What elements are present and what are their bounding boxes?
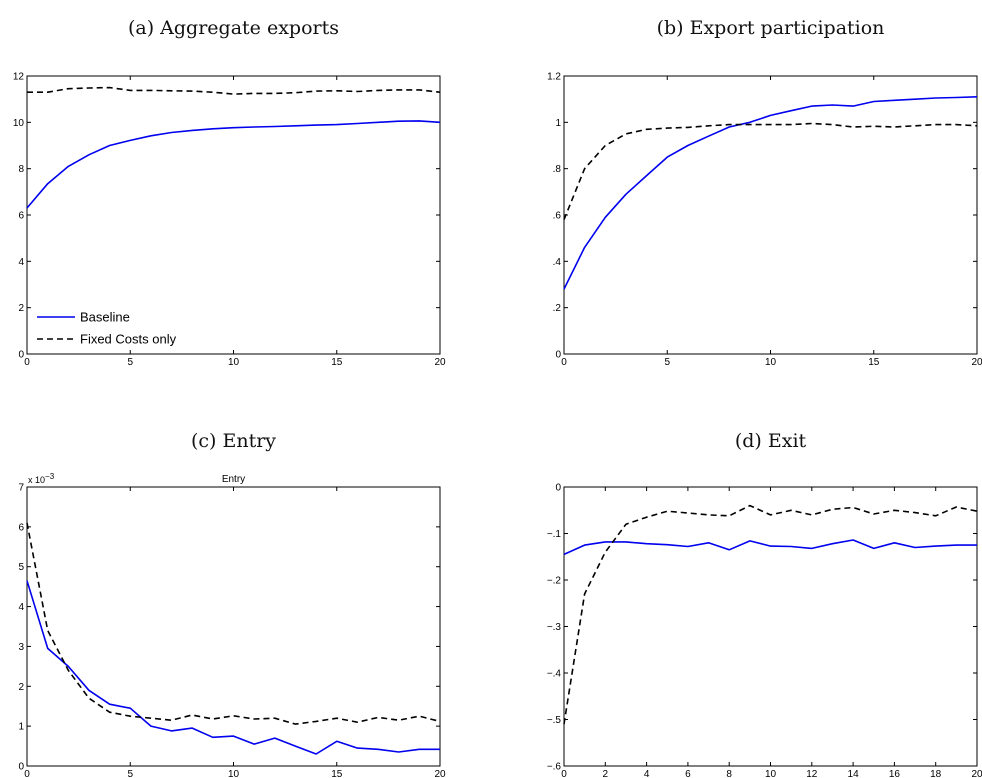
chart-0-series-fixed-costs-only xyxy=(27,86,441,95)
chart-1-ytick-label: .4 xyxy=(553,257,562,268)
chart-1-ytick-label: 0 xyxy=(555,350,561,361)
chart-2-y-exponent-power: −3 xyxy=(45,472,55,481)
chart-2-xtick-label: 15 xyxy=(331,769,343,778)
panel-entry: (c) Entry 0 5 10 15 20 0 1 2 3 4 5 6 7 Entry x 10−3 xyxy=(18,430,446,778)
chart-1-xtick-label: 10 xyxy=(765,357,777,368)
chart-3-xtick-label: 4 xyxy=(644,769,650,778)
chart-2-xtick-label: 5 xyxy=(127,769,133,778)
chart-3-xtick-label: 14 xyxy=(848,769,860,778)
chart-2-ytick-label: 2 xyxy=(18,682,24,693)
chart-2-caption: (c) Entry xyxy=(191,430,276,452)
chart-1-ytick-label: 1.2 xyxy=(547,72,561,83)
chart-3-xtick-label: 8 xyxy=(726,769,732,778)
chart-3-xtick-label: 6 xyxy=(685,769,691,778)
chart-1-series-baseline xyxy=(563,96,978,290)
chart-3-ytick-label: −.2 xyxy=(547,576,562,587)
chart-2-xtick-label: 10 xyxy=(228,769,240,778)
chart-2-ytick-label: 6 xyxy=(18,522,24,533)
chart-2-ytick-label: 0 xyxy=(18,762,24,773)
chart-0-xtick-label: 10 xyxy=(228,357,240,368)
chart-0-series-baseline xyxy=(26,120,441,209)
chart-1-ytick-label: 1 xyxy=(555,118,561,129)
chart-0-xtick-label: 0 xyxy=(24,357,30,368)
chart-2-ytick-label: 1 xyxy=(18,722,24,733)
chart-0-xtick-label: 20 xyxy=(434,357,446,368)
chart-3-series-baseline xyxy=(563,539,977,556)
chart-2-series-baseline xyxy=(26,580,440,755)
chart-2-series-fixed-costs-only xyxy=(26,522,441,725)
chart-1-xtick-label: 20 xyxy=(971,357,982,368)
chart-2-ytick-label: 4 xyxy=(18,602,24,613)
chart-0-ytick-label: 8 xyxy=(18,164,24,175)
chart-3-ytick-label: −.3 xyxy=(547,622,562,633)
chart-3-xtick-label: 16 xyxy=(889,769,901,778)
chart-0-ytick-label: 10 xyxy=(13,118,25,129)
chart-3-ytick-label: −.6 xyxy=(547,762,562,773)
chart-3-ytick-label: 0 xyxy=(555,483,561,494)
chart-3-ytick-label: −.5 xyxy=(547,715,562,726)
chart-0-caption: (a) Aggregate exports xyxy=(128,17,339,39)
chart-2-ytick-label: 5 xyxy=(18,562,24,573)
chart-1-xtick-label: 5 xyxy=(664,357,670,368)
chart-0-ytick-label: 4 xyxy=(18,257,24,268)
chart-1-ytick-label: .6 xyxy=(553,211,562,222)
chart-0-ytick-label: 12 xyxy=(13,72,25,83)
panel-exit: (d) Exit 0 2 4 6 8 10 12 14 16 18 20 −.6 −.5 −.4 −.3 −.2… xyxy=(547,430,982,778)
chart-0-ytick-label: 0 xyxy=(18,350,24,361)
chart-3-xtick-label: 10 xyxy=(765,769,777,778)
chart-3-xtick-label: 20 xyxy=(971,769,982,778)
chart-1-xtick-label: 15 xyxy=(868,357,880,368)
chart-2-axes-box xyxy=(26,486,441,767)
chart-3-xtick-label: 12 xyxy=(806,769,818,778)
chart-0-ytick-label: 6 xyxy=(18,211,24,222)
chart-1-series-fixed-costs-only xyxy=(563,122,978,220)
chart-3-caption: (d) Exit xyxy=(735,430,807,452)
chart-3-ytick-label: −.4 xyxy=(547,669,562,680)
chart-3-axes-box xyxy=(563,486,978,767)
legend-label-baseline: Baseline xyxy=(80,310,130,325)
legend-label-fixed-costs-only: Fixed Costs only xyxy=(80,332,177,347)
panel-aggregate-exports: (a) Aggregate exports 0 5 10 15 20 0 2 4 6 8 10 12 Ba… xyxy=(13,17,446,368)
chart-2-ytick-label: 3 xyxy=(18,642,24,653)
chart-2-y-exponent: x 10−3 xyxy=(28,472,55,485)
chart-0-xtick-label: 15 xyxy=(331,357,343,368)
chart-3-series-fixed-costs-only xyxy=(563,504,978,725)
chart-2-title: Entry xyxy=(222,474,245,485)
chart-3-xtick-label: 18 xyxy=(930,769,942,778)
chart-2-xtick-label: 0 xyxy=(24,769,30,778)
chart-0-ytick-label: 2 xyxy=(18,303,24,314)
chart-2-y-exponent-base: x 10 xyxy=(28,475,45,485)
chart-0-xtick-label: 5 xyxy=(127,357,133,368)
chart-1-ytick-label: .8 xyxy=(553,164,562,175)
chart-2-xtick-label: 20 xyxy=(434,769,446,778)
chart-3-ytick-label: −.1 xyxy=(547,529,562,540)
chart-1-xtick-label: 0 xyxy=(561,357,567,368)
chart-3-xtick-label: 2 xyxy=(603,769,609,778)
chart-1-ytick-label: .2 xyxy=(553,303,562,314)
chart-2-ytick-label: 7 xyxy=(18,483,24,494)
chart-1-axes-box xyxy=(563,75,978,355)
chart-1-caption: (b) Export participation xyxy=(657,17,885,39)
chart-3-xtick-label: 0 xyxy=(561,769,567,778)
panel-export-participation: (b) Export participation 0 5 10 15 20 0 .2 .4 .6.… xyxy=(547,17,982,368)
